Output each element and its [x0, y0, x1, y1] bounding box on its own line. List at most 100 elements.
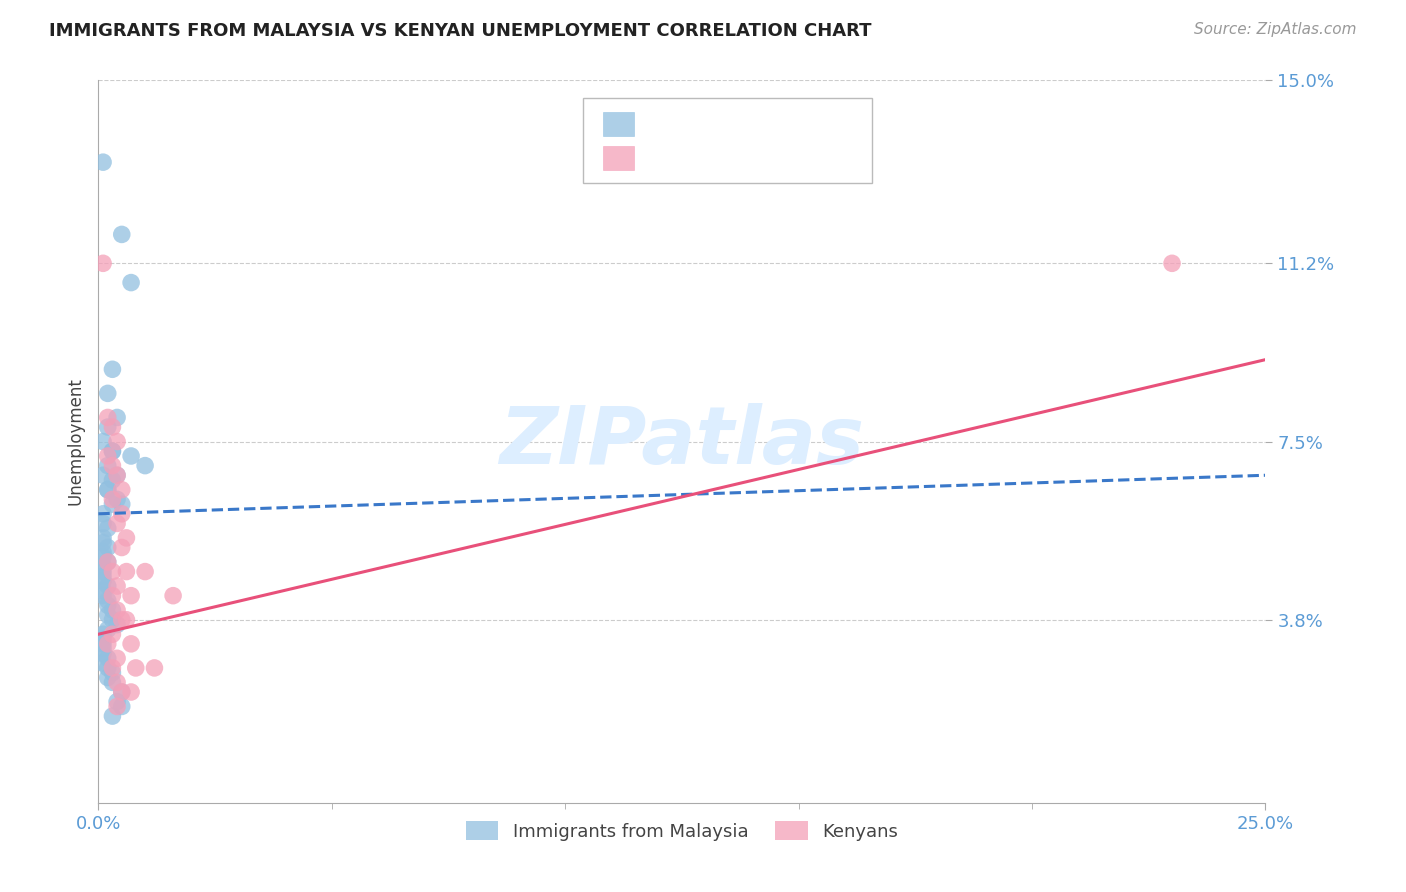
Point [97, 637, 120, 651]
Point [1161, 256, 1184, 270]
Point [91, 434, 114, 449]
Point [105, 468, 128, 483]
Point [101, 709, 124, 723]
Point [120, 685, 142, 699]
Point [111, 541, 134, 555]
Point [115, 531, 138, 545]
Point [91, 155, 114, 169]
Point [120, 637, 142, 651]
Point [91, 641, 114, 656]
Point [97, 449, 120, 463]
Point [91, 256, 114, 270]
Point [91, 574, 114, 589]
Point [115, 565, 138, 579]
Point [101, 473, 124, 487]
Point [101, 565, 124, 579]
Point [97, 593, 120, 607]
Point [97, 410, 120, 425]
Point [97, 420, 120, 434]
Point [101, 492, 124, 507]
Text: N = 59: N = 59 [759, 115, 821, 133]
Point [91, 531, 114, 545]
Point [101, 444, 124, 458]
Point [91, 647, 114, 661]
Point [91, 507, 114, 521]
Text: N = 36: N = 36 [759, 148, 821, 166]
Point [91, 550, 114, 565]
Point [101, 665, 124, 680]
Point [111, 699, 134, 714]
Point [105, 699, 128, 714]
Point [105, 434, 128, 449]
Point [97, 607, 120, 622]
Point [91, 545, 114, 559]
Point [97, 555, 120, 569]
Point [105, 617, 128, 632]
Point [105, 695, 128, 709]
Point [97, 623, 120, 637]
Point [91, 589, 114, 603]
Point [111, 613, 134, 627]
Text: IMMIGRANTS FROM MALAYSIA VS KENYAN UNEMPLOYMENT CORRELATION CHART: IMMIGRANTS FROM MALAYSIA VS KENYAN UNEMP… [49, 22, 872, 40]
Point [101, 420, 124, 434]
Text: R = 0.078: R = 0.078 [641, 115, 724, 133]
Point [97, 599, 120, 613]
Point [105, 516, 128, 531]
Point [105, 492, 128, 507]
Point [105, 468, 128, 483]
Point [91, 569, 114, 583]
Point [115, 613, 138, 627]
Point [91, 627, 114, 641]
Text: R = 0.388: R = 0.388 [641, 148, 724, 166]
Point [120, 276, 142, 290]
Point [97, 651, 120, 665]
Point [97, 541, 120, 555]
Point [91, 516, 114, 531]
Point [125, 661, 148, 675]
Point [101, 627, 124, 641]
Point [101, 458, 124, 473]
Point [91, 565, 114, 579]
Point [101, 444, 124, 458]
Point [97, 483, 120, 497]
Point [134, 565, 156, 579]
Point [111, 483, 134, 497]
Point [101, 589, 124, 603]
Text: Source: ZipAtlas.com: Source: ZipAtlas.com [1194, 22, 1357, 37]
Text: ZIPatlas: ZIPatlas [499, 402, 865, 481]
Point [120, 449, 142, 463]
Point [143, 661, 166, 675]
Point [101, 603, 124, 617]
Point [105, 651, 128, 665]
Point [105, 603, 128, 617]
Point [97, 483, 120, 497]
Point [111, 685, 134, 699]
Point [134, 458, 156, 473]
Y-axis label: Unemployment: Unemployment [66, 377, 84, 506]
Point [101, 675, 124, 690]
Point [101, 613, 124, 627]
Point [91, 656, 114, 670]
Point [101, 661, 124, 675]
Point [111, 507, 134, 521]
Point [105, 579, 128, 593]
Point [97, 661, 120, 675]
Point [97, 458, 120, 473]
Point [162, 589, 184, 603]
Point [105, 410, 128, 425]
Point [91, 559, 114, 574]
Point [97, 521, 120, 535]
Point [111, 497, 134, 511]
Point [101, 497, 124, 511]
Point [101, 362, 124, 376]
Point [97, 671, 120, 685]
Point [111, 227, 134, 242]
Point [97, 579, 120, 593]
Point [91, 468, 114, 483]
Point [105, 675, 128, 690]
Point [91, 632, 114, 646]
Point [91, 583, 114, 598]
Point [97, 555, 120, 569]
Point [91, 535, 114, 549]
Point [120, 589, 142, 603]
